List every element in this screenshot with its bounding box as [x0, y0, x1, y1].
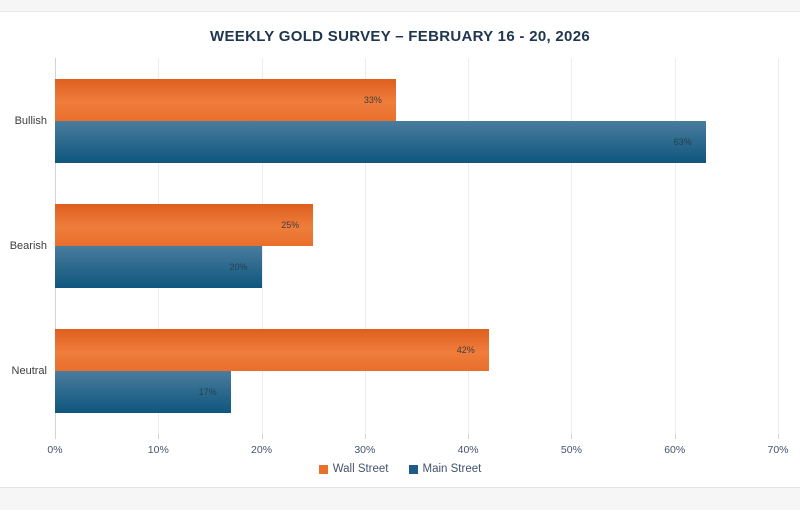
gridline	[468, 58, 470, 434]
legend: Wall Street Main Street	[0, 463, 800, 475]
bar-rows-layer: Bullish 33% 63% Bearish 25% 20% Neutral 42% 17%	[10, 58, 778, 434]
axis-tick	[55, 434, 56, 439]
bar-value-label: 17%	[198, 387, 217, 398]
bar-value-label: 20%	[229, 261, 248, 272]
axis-tick	[158, 434, 160, 439]
bar-wall-street: 25%	[55, 203, 314, 246]
gridline	[571, 58, 573, 434]
axis-tick	[364, 434, 366, 439]
axis-tick	[674, 434, 676, 439]
bar-value-label: 63%	[673, 136, 692, 147]
axis-tick	[571, 434, 573, 439]
legend-label: Main Street	[422, 463, 482, 475]
x-tick-label: 50%	[560, 444, 582, 456]
category-label: Neutral	[11, 365, 47, 378]
x-tick-label: 10%	[147, 444, 169, 456]
bar-value-label: 25%	[281, 219, 300, 230]
bar-value-label: 33%	[363, 94, 382, 105]
bar-main-street: 20%	[55, 245, 262, 288]
legend-swatch	[408, 464, 418, 474]
bar-value-label: 42%	[456, 345, 475, 356]
category-label: Bullish	[14, 114, 47, 127]
category-row-bullish: Bullish 33% 63%	[15, 58, 778, 183]
bar-wall-street: 33%	[55, 78, 396, 121]
plot-area: Bullish 33% 63% Bearish 25% 20% Neutral 42% 17%	[10, 58, 779, 439]
category-label: Bearish	[9, 239, 47, 252]
x-tick-label: 30%	[354, 444, 376, 456]
chart-title: WEEKLY GOLD SURVEY – FEBRUARY 16 - 20, 2…	[210, 28, 590, 45]
gridline	[364, 58, 366, 434]
chart-card: WEEKLY GOLD SURVEY – FEBRUARY 16 - 20, 2…	[0, 11, 800, 488]
axis-tick	[778, 434, 779, 439]
gridline	[261, 58, 263, 434]
legend-item-main-street: Main Street	[408, 463, 482, 475]
bar-main-street: 17%	[55, 371, 231, 414]
gridline	[674, 58, 676, 434]
x-tick-label: 60%	[664, 444, 686, 456]
x-tick-label: 40%	[457, 444, 479, 456]
legend-swatch	[318, 464, 328, 474]
bar-main-street: 63%	[55, 120, 706, 163]
x-axis: 0% 10% 20% 30% 40% 50% 60% 70%	[47, 444, 788, 458]
bar-wall-street: 42%	[55, 329, 489, 372]
x-tick-label: 20%	[251, 444, 273, 456]
category-row-neutral: Neutral 42% 17%	[12, 309, 778, 434]
axis-tick	[468, 434, 470, 439]
legend-label: Wall Street	[332, 463, 389, 475]
x-tick-label: 0%	[47, 444, 63, 456]
x-tick-label: 70%	[767, 444, 789, 456]
gridline	[778, 58, 779, 434]
legend-item-wall-street: Wall Street	[318, 463, 389, 475]
category-row-bearish: Bearish 25% 20%	[10, 183, 778, 308]
axis-tick	[261, 434, 263, 439]
